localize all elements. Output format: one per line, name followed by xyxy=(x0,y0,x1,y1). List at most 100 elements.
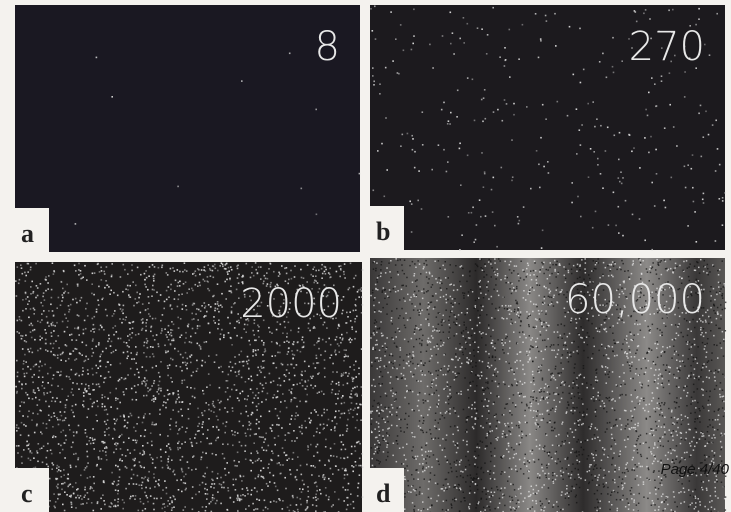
photon-dot xyxy=(143,450,145,452)
photon-dot xyxy=(242,361,244,363)
photon-dot xyxy=(278,462,280,464)
photon-dot xyxy=(621,183,623,185)
photon-dot xyxy=(619,454,621,456)
photon-dot xyxy=(443,490,445,492)
photon-dot xyxy=(596,468,598,470)
photon-dot xyxy=(129,328,131,330)
photon-dot xyxy=(419,463,421,465)
photon-dot xyxy=(625,446,627,448)
photon-dot xyxy=(91,283,93,285)
photon-dot xyxy=(57,357,59,359)
photon-dot xyxy=(92,406,94,408)
photon-dot xyxy=(44,299,46,301)
photon-dot xyxy=(338,410,340,412)
photon-dot xyxy=(513,457,515,459)
photon-dot xyxy=(330,480,332,482)
photon-dot xyxy=(412,282,414,284)
photon-dot xyxy=(80,270,82,272)
photon-dot xyxy=(537,410,539,412)
photon-dot xyxy=(123,264,125,266)
photon-dot xyxy=(334,443,336,445)
photon-dot xyxy=(191,354,193,356)
photon-dot xyxy=(170,343,172,345)
photon-dot xyxy=(84,489,86,491)
photon-dot xyxy=(208,304,210,306)
photon-dot xyxy=(635,444,637,446)
photon-dot xyxy=(655,411,657,413)
photon-dot xyxy=(509,496,511,498)
photon-dot xyxy=(528,477,530,479)
photon-dot xyxy=(432,326,434,328)
photon-dot xyxy=(178,282,180,284)
photon-dot xyxy=(494,347,496,349)
photon-dot xyxy=(237,277,239,279)
photon-dot xyxy=(573,380,575,382)
photon-dot xyxy=(635,389,637,391)
photon-dot xyxy=(184,262,186,264)
photon-dot xyxy=(558,434,560,436)
photon-dot xyxy=(241,80,243,82)
photon-dot xyxy=(136,399,138,401)
photon-dot xyxy=(146,342,148,344)
photon-dot xyxy=(304,388,306,390)
photon-dot xyxy=(452,304,454,306)
photon-dot xyxy=(723,340,725,342)
photon-dot xyxy=(53,343,55,345)
photon-dot xyxy=(505,305,507,307)
photon-dot xyxy=(270,428,272,430)
photon-dot xyxy=(720,304,722,306)
photon-dot xyxy=(152,289,154,291)
photon-dot xyxy=(200,459,202,461)
photon-dot xyxy=(629,352,631,354)
photon-dot xyxy=(543,321,545,323)
photon-dot xyxy=(133,483,135,485)
photon-dot xyxy=(574,363,576,365)
photon-dot xyxy=(236,321,238,323)
photon-dot xyxy=(345,449,347,451)
photon-dot xyxy=(171,502,173,504)
photon-dot xyxy=(232,407,234,409)
photon-dot xyxy=(634,470,636,472)
photon-dot xyxy=(569,26,571,28)
photon-dot xyxy=(553,305,555,307)
photon-dot xyxy=(35,397,37,399)
photon-dot xyxy=(21,456,23,458)
photon-dot xyxy=(482,361,484,363)
photon-dot xyxy=(166,336,168,338)
photon-dot xyxy=(650,136,652,138)
photon-dot xyxy=(395,264,397,266)
photon-dot xyxy=(148,275,150,277)
photon-dot xyxy=(232,367,234,369)
photon-dot xyxy=(310,465,312,467)
photon-dot xyxy=(534,261,536,263)
photon-dot xyxy=(638,503,640,505)
photon-dot xyxy=(536,306,538,308)
photon-dot xyxy=(632,264,634,266)
photon-dot xyxy=(153,383,155,385)
photon-dot xyxy=(316,214,318,216)
photon-dot xyxy=(192,396,194,398)
photon-dot xyxy=(613,339,615,341)
photon-dot xyxy=(396,461,398,463)
photon-dot xyxy=(294,440,296,442)
photon-dot xyxy=(69,334,71,336)
photon-dot xyxy=(288,389,290,391)
photon-dot xyxy=(312,275,314,277)
photon-dot xyxy=(84,487,86,489)
photon-dot xyxy=(74,359,76,361)
photon-dot xyxy=(331,354,333,356)
photon-dot xyxy=(399,356,401,358)
photon-dot xyxy=(50,367,52,369)
photon-dot xyxy=(606,397,608,399)
photon-dot xyxy=(492,211,494,213)
photon-dot xyxy=(307,490,309,492)
photon-dot xyxy=(380,396,382,398)
photon-dot xyxy=(486,499,488,501)
photon-dot xyxy=(375,326,377,328)
photon-dot xyxy=(666,364,668,366)
photon-dot xyxy=(567,457,569,459)
photon-dot xyxy=(672,9,674,11)
photon-dot xyxy=(89,488,91,490)
photon-dot xyxy=(82,342,84,344)
photon-dot xyxy=(475,263,477,265)
